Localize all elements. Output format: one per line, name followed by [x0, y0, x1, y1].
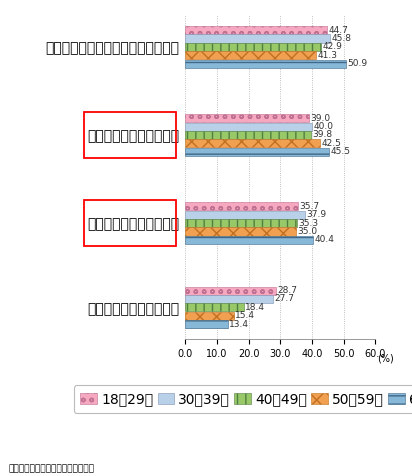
Text: 41.3: 41.3 — [317, 51, 337, 60]
Text: 44.7: 44.7 — [328, 26, 348, 35]
Bar — [185, 320, 228, 328]
Text: 35.3: 35.3 — [298, 218, 318, 228]
Bar — [185, 131, 311, 139]
Bar — [84, 112, 176, 158]
Bar — [185, 114, 309, 122]
Text: 39.8: 39.8 — [313, 130, 333, 139]
Bar — [185, 139, 320, 148]
Text: (%): (%) — [377, 354, 394, 364]
Text: 42.5: 42.5 — [321, 139, 341, 148]
Bar — [84, 200, 176, 246]
Bar — [185, 287, 276, 295]
Legend: 18～29歳, 30～39歳, 40～49歳, 50～59歳, 60～99歳: 18～29歳, 30～39歳, 40～49歳, 50～59歳, 60～99歳 — [73, 385, 412, 413]
Text: 39.0: 39.0 — [310, 114, 330, 123]
Text: 37.9: 37.9 — [307, 210, 327, 219]
Bar — [185, 34, 330, 42]
Text: 35.7: 35.7 — [300, 202, 320, 211]
Text: 42.9: 42.9 — [323, 42, 342, 51]
Bar — [185, 26, 327, 34]
Bar — [185, 43, 321, 51]
Text: 資料）国土交通省「国民意識調査」: 資料）国土交通省「国民意識調査」 — [8, 465, 94, 474]
Bar — [185, 228, 296, 236]
Text: 13.4: 13.4 — [229, 320, 249, 329]
Text: 40.0: 40.0 — [313, 122, 333, 131]
Text: 27.7: 27.7 — [274, 295, 294, 304]
Bar — [185, 303, 243, 311]
Text: 18.4: 18.4 — [245, 303, 265, 312]
Bar — [185, 236, 313, 244]
Bar — [185, 219, 297, 227]
Bar — [185, 60, 346, 68]
Bar — [185, 122, 312, 130]
Text: 28.7: 28.7 — [277, 286, 297, 295]
Text: 45.5: 45.5 — [331, 148, 351, 156]
Bar — [185, 148, 330, 156]
Bar — [185, 202, 298, 210]
Bar — [185, 295, 273, 303]
Bar — [185, 312, 234, 320]
Text: 40.4: 40.4 — [314, 236, 335, 244]
Text: 15.4: 15.4 — [235, 311, 255, 320]
Text: 35.0: 35.0 — [297, 227, 318, 236]
Bar — [185, 51, 316, 60]
Text: 50.9: 50.9 — [348, 60, 368, 68]
Text: 45.8: 45.8 — [332, 34, 351, 43]
Bar — [185, 210, 305, 218]
